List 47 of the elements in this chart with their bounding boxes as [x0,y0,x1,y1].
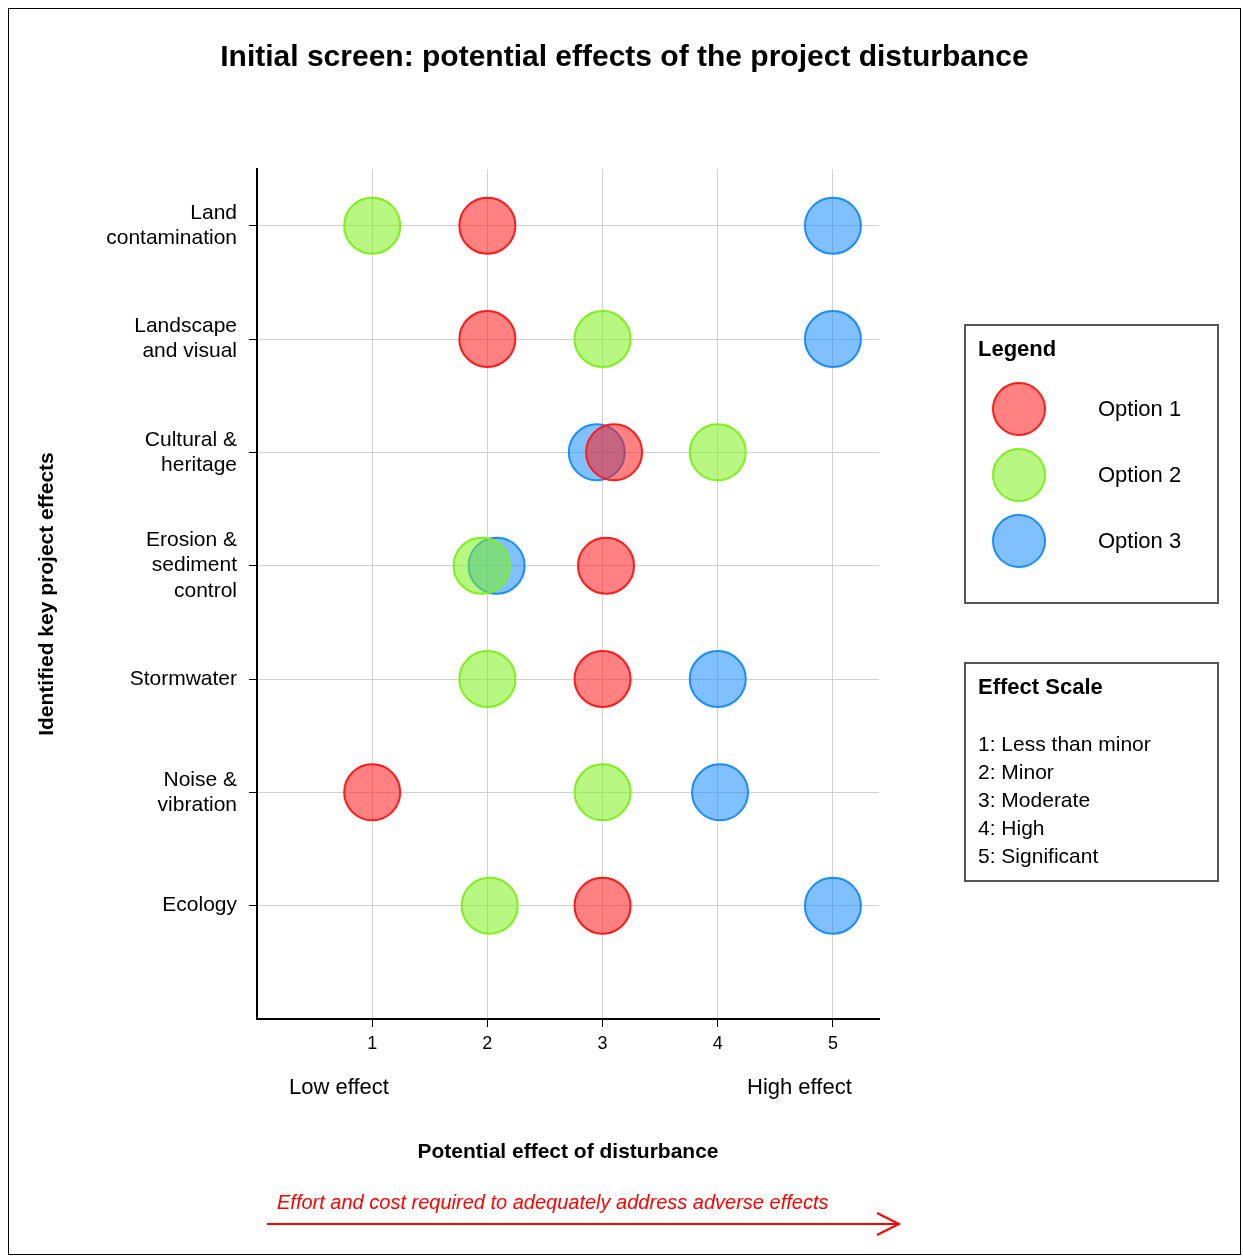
point [458,650,517,708]
point [573,876,632,935]
point [691,763,750,822]
x-tick-label: 4 [712,1032,723,1053]
point [573,650,632,708]
text: 3: Moderate [978,787,1092,813]
text: Low effect [289,1074,389,1100]
point [688,423,747,482]
point [458,196,517,255]
y-tick-label: Stormwater [129,665,238,689]
x-tick-label: 3 [597,1032,608,1053]
text: Effect Scale [978,674,1104,700]
x-tick-label: 1 [367,1032,378,1053]
point [460,876,519,935]
text: Effort and cost required to adequately address adverse effects [277,1191,829,1214]
y-tick-label: Ecology [162,892,238,916]
text: Option 3 [1098,528,1182,554]
y-tick-label: Landscape and visual [134,313,237,362]
text: 2: Minor [978,759,1055,785]
point [585,423,644,482]
y-tick-label: Erosion & sediment control [145,527,238,601]
text: 5: Significant [978,843,1100,869]
text: 4: High [978,815,1046,841]
y-tick-label: Cultural & heritage [144,426,237,475]
point [343,196,402,255]
point [577,536,636,595]
x-axis-title: Potential effect of disturbance [417,1139,719,1163]
point [458,310,517,368]
point [803,876,862,935]
text: 1: Less than minor [978,731,1152,757]
y-tick-label: Land contamination [106,199,237,249]
y-tick-label: Noise & vibration [157,766,237,815]
text: High effect [747,1074,852,1100]
legend-title: Legend [978,336,1058,362]
chart-title: Initial screen: potential effects of the project disturbance [219,39,1030,73]
point [803,310,862,368]
x-tick-label: 5 [827,1032,838,1053]
point [688,650,747,708]
text: Option 2 [1098,462,1182,488]
point [343,763,402,822]
point [573,310,632,368]
y-axis-title: Identified key project effects [34,452,58,736]
point [803,196,862,255]
text: Option 1 [1098,396,1182,422]
point [452,536,511,595]
x-tick-label: 2 [482,1032,493,1053]
point [573,763,632,822]
